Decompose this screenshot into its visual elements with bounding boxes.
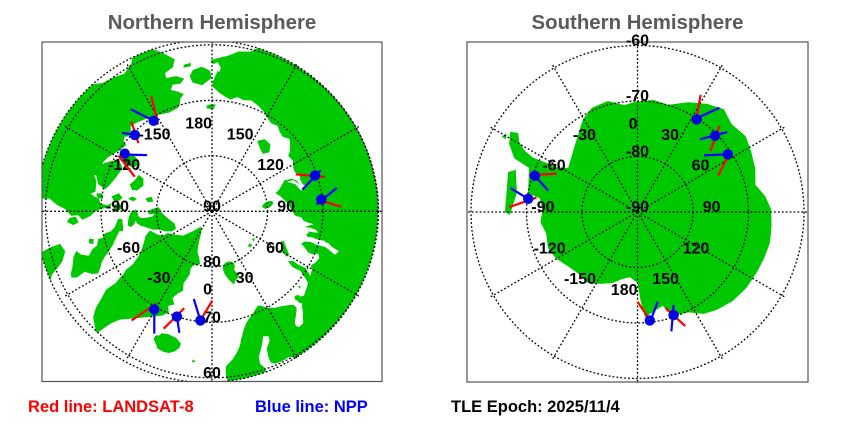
svg-text:30: 30: [236, 270, 254, 287]
svg-text:60: 60: [266, 240, 284, 257]
svg-text:-90: -90: [106, 198, 129, 215]
svg-text:Northern Hemisphere: Northern Hemisphere: [108, 12, 317, 34]
svg-text:-90: -90: [531, 199, 554, 216]
svg-text:-60: -60: [117, 240, 140, 257]
svg-text:120: 120: [257, 157, 284, 174]
svg-text:80: 80: [203, 254, 221, 271]
svg-text:90: 90: [203, 198, 221, 215]
svg-text:-70: -70: [626, 88, 649, 105]
svg-text:-120: -120: [534, 241, 566, 258]
svg-text:30: 30: [661, 127, 679, 144]
svg-text:0: 0: [203, 281, 212, 298]
svg-text:Blue line: NPP: Blue line: NPP: [255, 398, 368, 416]
svg-text:TLE Epoch: 2025/11/4: TLE Epoch: 2025/11/4: [451, 398, 621, 416]
svg-text:90: 90: [277, 198, 295, 215]
svg-text:120: 120: [683, 241, 710, 258]
svg-text:-120: -120: [108, 157, 140, 174]
svg-text:Southern Hemisphere: Southern Hemisphere: [532, 12, 744, 34]
svg-text:-150: -150: [564, 271, 596, 288]
svg-text:180: 180: [611, 282, 638, 299]
svg-text:60: 60: [203, 365, 221, 382]
svg-text:-60: -60: [542, 158, 565, 175]
svg-text:-30: -30: [573, 127, 596, 144]
svg-text:-60: -60: [626, 33, 649, 50]
svg-text:-80: -80: [626, 144, 649, 161]
svg-text:-30: -30: [147, 270, 170, 287]
svg-text:70: 70: [203, 309, 221, 326]
svg-text:180: 180: [185, 115, 212, 132]
svg-text:-150: -150: [138, 126, 170, 143]
svg-text:60: 60: [692, 158, 710, 175]
svg-text:150: 150: [227, 126, 254, 143]
svg-text:-90: -90: [626, 199, 649, 216]
svg-text:Red line: LANDSAT-8: Red line: LANDSAT-8: [28, 398, 194, 416]
svg-text:0: 0: [629, 116, 638, 133]
svg-text:150: 150: [652, 271, 679, 288]
svg-text:90: 90: [703, 199, 721, 216]
